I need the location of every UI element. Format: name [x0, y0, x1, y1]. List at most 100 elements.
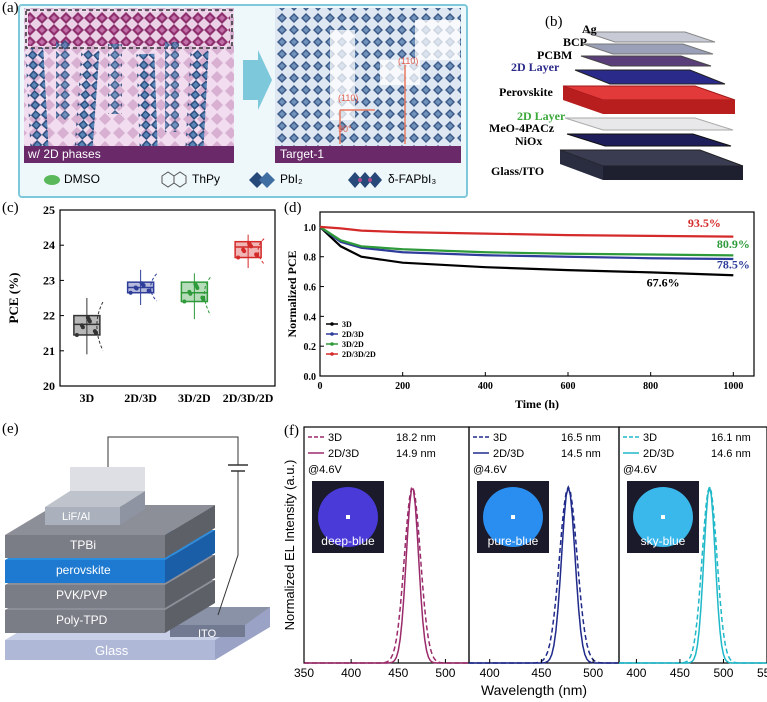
y-tick-label: 24	[43, 238, 55, 252]
x-tick-label: 2D/3D/2D	[223, 391, 274, 405]
x-tick-label: 500	[713, 666, 733, 680]
y-tick-label: 23	[43, 273, 55, 287]
y-tick-label: 25	[43, 203, 55, 217]
layer-bcp: BCP	[563, 35, 587, 49]
value-annotation: 80.9%	[717, 237, 750, 251]
pixel-spot	[346, 515, 350, 519]
left-caption: w/ 2D phases	[28, 147, 101, 161]
series-line-2D-3D-2D	[319, 225, 734, 238]
series-line-3D-2D	[319, 225, 734, 257]
legend-thpy: ThPy	[192, 172, 221, 186]
panel-d: (d) 0 200 400 600 800 1000 0.0 0.2 0.4 0.6 0.8 1.0 T…	[284, 198, 767, 413]
y-tick-label: 0.4	[304, 312, 317, 323]
data-point	[236, 255, 241, 260]
data-point	[182, 299, 187, 304]
y-tick-label: 0.2	[304, 342, 317, 353]
y-axis-label: Normalized PCE	[285, 251, 299, 338]
legend-label: 2D/3D/2D	[342, 350, 376, 359]
x-tick-label: 400	[626, 666, 646, 680]
series-line-3D	[319, 226, 734, 277]
layer-ito: ITO	[198, 628, 217, 640]
el-spectra-chart: Normalized EL Intensity (a.u.) 3D 18.2 nm 2…	[284, 426, 767, 698]
panel-f: (f) Normalized EL Intensity (a.u.) 3D 18.2…	[284, 415, 767, 702]
data-point	[254, 252, 259, 257]
legend-marker	[330, 322, 334, 326]
x-tick-label: 500	[583, 666, 603, 680]
series-line-2D-3D	[319, 226, 734, 261]
value-annotation: 93.5%	[688, 216, 721, 230]
x-tick-label: 3D	[80, 391, 95, 405]
x-tick-label: 450	[670, 666, 690, 680]
layer-lifal: LiF/Al	[62, 511, 91, 523]
data-point	[241, 247, 246, 252]
legend-label: 3D	[643, 432, 657, 444]
legend-label: 2D/3D	[643, 448, 674, 460]
arrow-icon	[243, 50, 272, 110]
value-annotation: 67.6%	[647, 276, 680, 290]
layer-glass: Glass	[95, 643, 129, 658]
pixel-spot	[511, 515, 515, 519]
legend-fapbi3: δ-FAPbI₃	[388, 172, 437, 186]
data-point	[193, 282, 198, 287]
layer-perovskite: Perovskite	[499, 85, 553, 99]
angle-label: 90°	[338, 124, 352, 134]
thpy-icon	[161, 171, 187, 188]
panel-c: (c) 20 21 22 23 24 25 PCE (%) 3D 2D/3D 3D/2D 2D/3D…	[0, 198, 282, 413]
layer-glass-ito: Glass/ITO	[491, 164, 545, 178]
y-tick-label: 20	[43, 379, 55, 393]
x-tick-label: 200	[395, 381, 410, 392]
x-tick-label: 1000	[723, 381, 743, 392]
panel-b-label: (b)	[545, 14, 563, 30]
value-annotation: 78.5%	[717, 258, 750, 272]
legend-dmso: DMSO	[64, 172, 100, 186]
layer-pcbm: PCBM	[537, 48, 573, 62]
x-tick-label: 600	[561, 381, 576, 392]
layer-perovskite: perovskite	[56, 563, 111, 577]
panel-a: (a)	[0, 0, 470, 198]
data-point	[187, 289, 192, 294]
fwhm-label: 18.2 nm	[396, 432, 436, 444]
x-tick-label: 450	[531, 666, 551, 680]
layer-ag: Ag	[582, 22, 597, 36]
plane-label: (110)	[338, 93, 359, 103]
x-tick-label: 350	[294, 666, 314, 680]
photo-label: sky-blue	[641, 534, 686, 548]
legend-label: 3D	[342, 320, 352, 329]
layer-meo: MeO-4PACz	[489, 121, 555, 135]
x-tick-label: 400	[480, 666, 500, 680]
legend-marker	[330, 352, 334, 356]
fapbi3-icon	[348, 172, 382, 188]
plot-frame	[59, 209, 276, 387]
distribution-curve	[203, 277, 211, 316]
plane-label: (110)	[398, 56, 419, 66]
bias-label: @4.6V	[473, 464, 507, 476]
legend-label: 2D/3D	[493, 448, 524, 460]
panel-c-label: (c)	[2, 200, 19, 216]
y-axis-label: PCE (%)	[6, 273, 21, 324]
layer-tpbi: TPBi	[70, 538, 97, 552]
data-point	[79, 323, 84, 328]
data-point	[74, 332, 79, 337]
legend-pbi2: PbI₂	[280, 172, 303, 186]
fwhm-label: 16.5 nm	[561, 432, 601, 444]
bias-label: @4.6V	[623, 464, 657, 476]
x-tick-label: 400	[341, 666, 361, 680]
y-tick-label: 21	[43, 344, 55, 358]
spectrum-2d3d	[304, 488, 469, 664]
fwhm-label: 14.6 nm	[711, 448, 751, 460]
pbi2-icon	[249, 172, 275, 188]
x-tick-label: 500	[435, 666, 455, 680]
led-device-stack	[5, 436, 270, 660]
panel-a-label: (a)	[2, 0, 19, 16]
data-point	[247, 241, 252, 246]
layer-top-2d: 2D Layer	[511, 60, 560, 74]
x-tick-label: 3D/2D	[178, 391, 211, 405]
y-tick-label: 1.0	[304, 223, 317, 234]
panel-d-label: (d)	[284, 200, 302, 216]
fwhm-label: 14.5 nm	[561, 448, 601, 460]
bias-label: @4.6V	[308, 464, 342, 476]
distribution-curve	[96, 301, 104, 351]
right-caption: Target-1	[280, 147, 325, 161]
fwhm-label: 14.9 nm	[396, 448, 436, 460]
y-tick-label: 0.6	[304, 283, 317, 294]
